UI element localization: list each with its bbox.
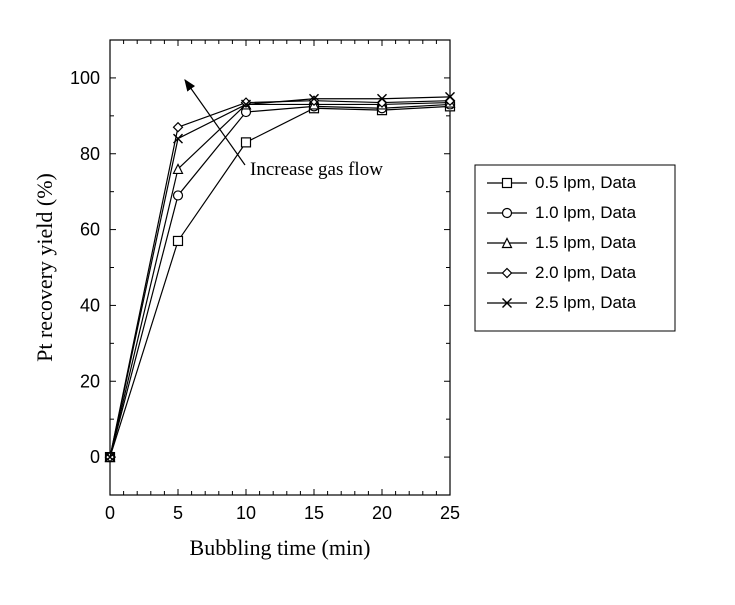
y-tick-label: 60 [80,220,100,240]
plot-border [110,40,450,495]
series-3 [106,96,455,461]
legend-item-label: 1.0 lpm, Data [535,203,637,222]
annotation-text: Increase gas flow [250,159,383,180]
x-tick-label: 15 [304,503,324,523]
series-4 [106,92,455,461]
legend: 0.5 lpm, Data 1.0 lpm, Data 1.5 lpm, Data 2… [475,165,675,331]
y-tick-label: 40 [80,295,100,315]
legend-item-label: 0.5 lpm, Data [535,173,637,192]
y-axis-label: Pt recovery yield (%) [32,173,57,362]
chart-container: 0 5 10 15 20 25 0 20 40 60 80 100 Bubbling time (min… [0,0,735,605]
y-tick-label: 20 [80,371,100,391]
chart-svg: 0 5 10 15 20 25 0 20 40 60 80 100 Bubbling time (min… [0,0,735,605]
legend-item-label: 2.5 lpm, Data [535,293,637,312]
y-tick-label: 100 [70,68,100,88]
x-tick-label: 25 [440,503,460,523]
legend-item-label: 2.0 lpm, Data [535,263,637,282]
y-tick-label: 80 [80,144,100,164]
y-tick-label: 0 [90,447,100,467]
legend-item-label: 1.5 lpm, Data [535,233,637,252]
series-1 [106,100,455,462]
series-2 [106,98,455,462]
x-tick-label: 10 [236,503,256,523]
x-tick-label: 20 [372,503,392,523]
x-tick-label: 0 [105,503,115,523]
annotation-arrow [185,80,245,165]
x-tick-label: 5 [173,503,183,523]
x-axis-label: Bubbling time (min) [190,535,371,560]
series-0 [106,102,455,462]
